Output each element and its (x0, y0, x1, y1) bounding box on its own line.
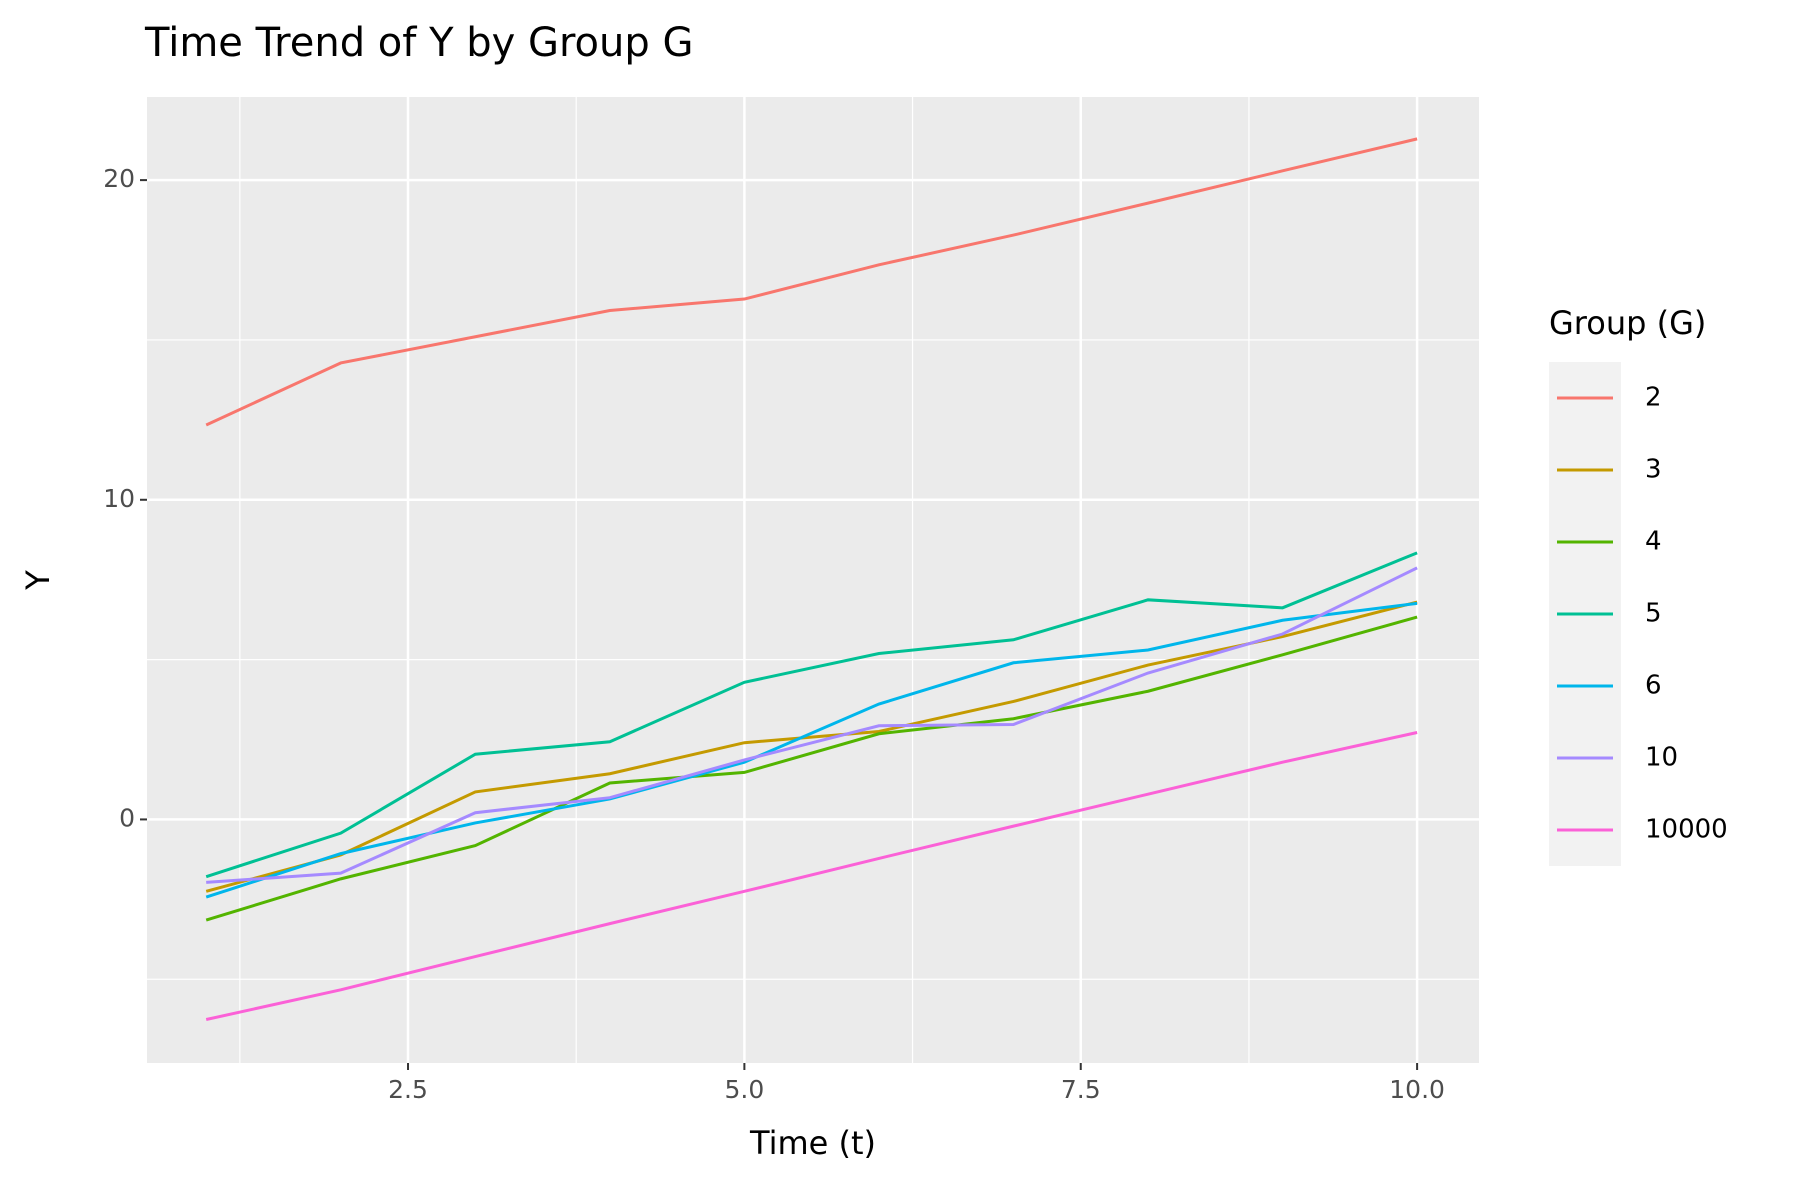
x-tick-label: 7.5 (1061, 1075, 1101, 1104)
x-tick-label: 10.0 (1389, 1075, 1445, 1104)
y-tick-label: 0 (119, 803, 135, 832)
legend-label: 6 (1645, 671, 1662, 701)
x-tick-label: 5.0 (724, 1075, 764, 1104)
y-tick-label: 20 (103, 164, 135, 193)
series-line (205, 137, 1418, 427)
x-axis-title: Time (t) (749, 1124, 876, 1162)
legend-label: 2 (1645, 383, 1662, 413)
series-line (205, 731, 1418, 1021)
y-tick-label: 10 (103, 484, 135, 513)
series-line (205, 551, 1418, 879)
y-axis-title: Y (19, 570, 57, 591)
series-line (205, 601, 1418, 899)
chart-title: Time Trend of Y by Group G (144, 20, 693, 66)
legend-label: 10 (1645, 743, 1678, 773)
legend-label: 5 (1645, 599, 1662, 629)
x-tick-label: 2.5 (388, 1075, 428, 1104)
legend-label: 10000 (1645, 815, 1728, 845)
legend-label: 3 (1645, 455, 1662, 485)
series-line (206, 566, 1418, 884)
series-line (205, 600, 1418, 893)
legend-label: 4 (1645, 527, 1662, 557)
legend-title: Group (G) (1549, 304, 1706, 342)
plot-panel (147, 97, 1479, 1063)
series-line (205, 615, 1418, 922)
